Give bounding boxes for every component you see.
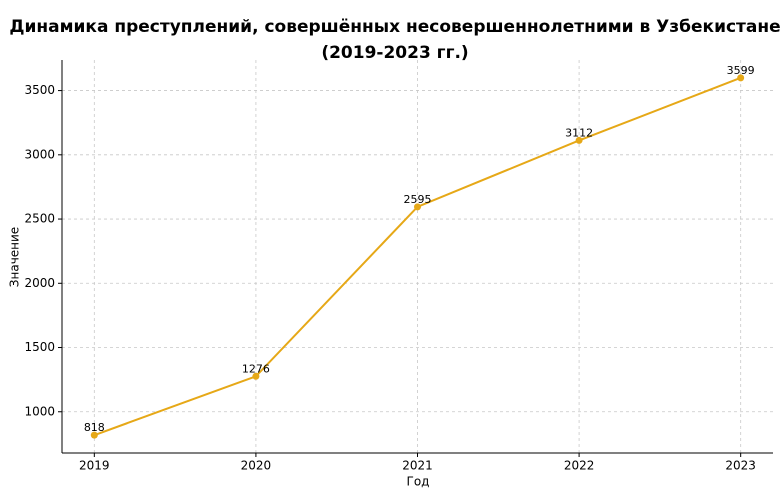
y-axis-label: Значение (8, 227, 22, 287)
data-label: 1276 (242, 362, 270, 375)
x-tick-label: 2022 (564, 459, 595, 473)
y-tick-label: 1000 (24, 404, 55, 418)
y-tick-label: 3500 (24, 83, 55, 97)
y-tick-label: 2500 (24, 212, 55, 226)
y-tick-label: 3000 (24, 147, 55, 161)
data-label: 3599 (727, 64, 755, 77)
y-tick-label: 2000 (24, 276, 55, 290)
point (90, 431, 98, 439)
line (93, 76, 742, 437)
x-tick-label: 2021 (402, 459, 433, 473)
point (414, 203, 421, 211)
x-tick-label: 2023 (725, 459, 756, 473)
y-tick-label: 1500 (24, 340, 55, 354)
chart-title: Динамика преступлений, совершённых несов… (9, 17, 780, 37)
x-axis-label: Год (407, 475, 430, 489)
data-label: 2595 (404, 193, 432, 206)
point (737, 74, 745, 82)
point (575, 136, 583, 144)
point (252, 372, 260, 380)
data-label: 818 (84, 421, 105, 434)
chart-title: (2019-2023 гг.) (321, 43, 468, 63)
x-tick-label: 2020 (241, 459, 272, 473)
x-tick-label: 2019 (79, 459, 110, 473)
data-label: 3112 (565, 126, 593, 139)
